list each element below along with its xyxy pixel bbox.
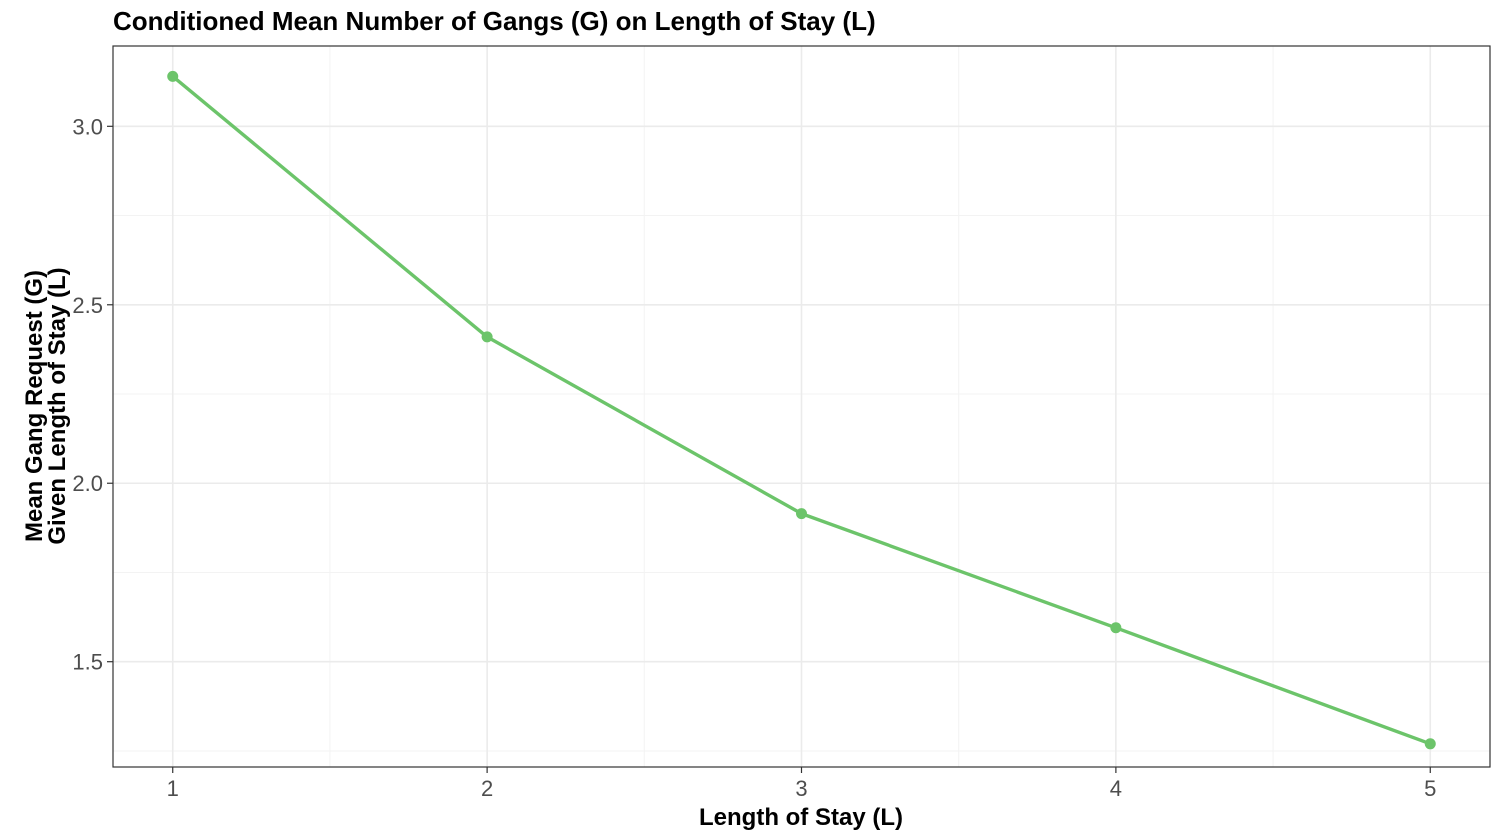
x-axis: 1 2 3 4 5 xyxy=(167,767,1436,801)
data-point xyxy=(1424,738,1436,750)
x-tick-label: 5 xyxy=(1424,776,1436,801)
y-tick-label: 2.5 xyxy=(72,293,103,318)
x-tick-label: 1 xyxy=(167,776,179,801)
y-axis-title: Mean Gang Request (G) Given Length of St… xyxy=(21,267,71,544)
y-axis-title-line-2: Given Length of Stay (L) xyxy=(44,267,71,544)
x-tick-label: 3 xyxy=(795,776,807,801)
data-point xyxy=(167,70,179,82)
data-point xyxy=(796,508,807,520)
data-point xyxy=(481,331,493,343)
chart-title: Conditioned Mean Number of Gangs (G) on … xyxy=(113,6,876,36)
data-series xyxy=(167,70,1436,750)
data-point xyxy=(1110,622,1122,634)
y-axis: 1.5 2.0 2.5 3.0 xyxy=(72,114,113,675)
x-axis-title: Length of Stay (L) xyxy=(699,804,903,831)
y-tick-label: 3.0 xyxy=(72,114,103,139)
x-tick-label: 2 xyxy=(481,776,493,801)
y-tick-label: 1.5 xyxy=(72,650,103,675)
y-tick-label: 2.0 xyxy=(72,471,103,496)
grid-lines xyxy=(113,46,1490,767)
y-axis-title-line-1: Mean Gang Request (G) xyxy=(21,270,48,542)
x-tick-label: 4 xyxy=(1110,776,1122,801)
